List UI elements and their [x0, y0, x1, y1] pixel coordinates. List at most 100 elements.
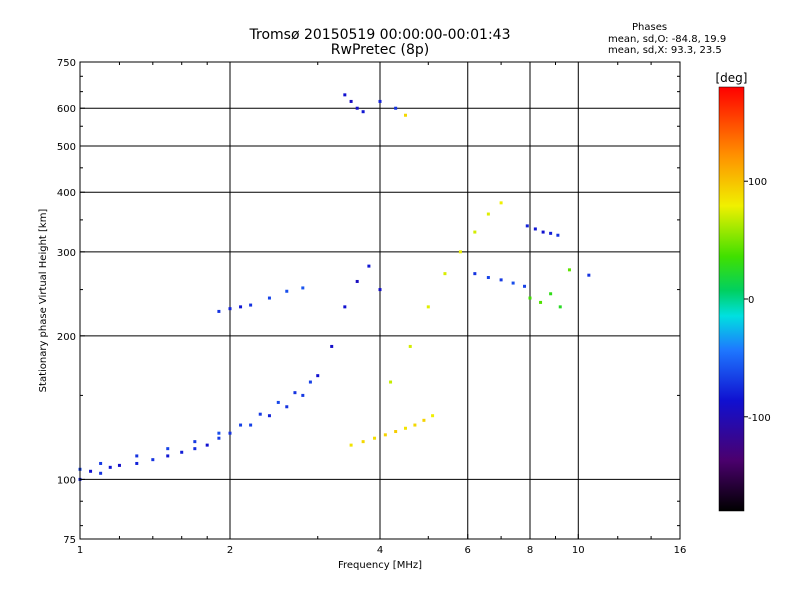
data-point [558, 305, 562, 309]
data-point [378, 288, 382, 292]
data-point [285, 289, 289, 293]
colorbar-tick-label: 0 [748, 295, 754, 306]
data-point [330, 344, 334, 348]
data-point [217, 431, 221, 435]
data-point [135, 461, 139, 465]
data-point [556, 233, 560, 237]
data-point [528, 296, 532, 300]
data-point [523, 284, 527, 288]
data-point [539, 300, 543, 304]
data-point [205, 443, 209, 447]
data-point [301, 393, 305, 397]
data-point [361, 440, 365, 444]
data-point [361, 110, 365, 114]
data-point [99, 471, 103, 475]
y-tick-label: 75 [63, 535, 76, 546]
stats-phase-x: mean, sd,X: 93.3, 23.5 [608, 45, 722, 56]
data-point [249, 303, 253, 307]
data-point [383, 433, 387, 437]
y-tick-label: 500 [57, 142, 76, 153]
x-tick-label: 1 [77, 545, 83, 556]
colorbar-ticks: 100 0 -100 [744, 177, 771, 424]
data-point [239, 305, 243, 309]
data-point [308, 380, 312, 384]
data-point [511, 281, 515, 285]
colorbar-tick-label: 100 [748, 177, 767, 188]
y-tick-label: 300 [57, 248, 76, 259]
y-tick-label: 200 [57, 332, 76, 343]
data-point [394, 106, 398, 110]
data-point [403, 113, 407, 117]
data-point [239, 423, 243, 427]
data-point [541, 230, 545, 234]
grid-lines [80, 62, 680, 539]
data-point [316, 374, 320, 378]
data-point [217, 436, 221, 440]
data-point [533, 227, 537, 231]
axis-ticks: 1 2 4 6 8 10 16 75 100 200 300 400 500 600 750 [57, 58, 686, 556]
data-point [276, 400, 280, 404]
data-point [301, 286, 305, 290]
data-point [349, 443, 353, 447]
x-tick-label: 16 [674, 545, 687, 556]
data-point [549, 292, 553, 296]
x-tick-label: 6 [465, 545, 471, 556]
data-point [343, 305, 347, 309]
chart-subtitle: RwPretec (8p) [330, 42, 430, 58]
data-point [135, 454, 139, 458]
stats-heading: Phases [632, 22, 668, 33]
data-point [293, 391, 297, 395]
data-point [473, 230, 477, 234]
stats-phase-o: mean, sd,O: -84.8, 19.9 [608, 34, 727, 45]
data-point [89, 469, 93, 473]
colorbar-label: [deg] [716, 71, 748, 85]
data-point [99, 461, 103, 465]
y-tick-label: 400 [57, 188, 76, 199]
data-point [587, 273, 591, 277]
data-point [367, 264, 371, 268]
data-point [228, 307, 232, 311]
data-point [193, 440, 197, 444]
data-point [228, 431, 232, 435]
data-point [486, 276, 490, 280]
x-axis-label: Frequency [MHz] [338, 560, 422, 571]
data-point [458, 250, 462, 254]
y-tick-label: 600 [57, 104, 76, 115]
data-point [403, 426, 407, 430]
data-point [166, 447, 170, 451]
data-point [355, 106, 359, 110]
data-point [180, 450, 184, 454]
data-point [267, 414, 271, 418]
data-point [373, 436, 377, 440]
data-points [78, 93, 591, 481]
data-point [267, 296, 271, 300]
y-tick-label: 750 [57, 58, 76, 69]
y-tick-label: 100 [57, 475, 76, 486]
data-point [394, 430, 398, 434]
data-point [166, 454, 170, 458]
data-point [389, 380, 393, 384]
data-point [499, 278, 503, 282]
data-point [431, 414, 435, 418]
x-tick-label: 8 [527, 545, 533, 556]
data-point [473, 272, 477, 276]
data-point [413, 423, 417, 427]
data-point [499, 201, 503, 205]
data-point [443, 272, 447, 276]
data-point [285, 405, 289, 409]
data-point [193, 447, 197, 451]
x-tick-label: 4 [377, 545, 383, 556]
y-axis-label: Stationary phase Virtual Height [km] [38, 209, 49, 393]
data-point [355, 279, 359, 283]
chart-title: Tromsø 20150519 00:00:00-00:01:43 [249, 27, 511, 43]
data-point [549, 231, 553, 235]
data-point [151, 458, 155, 462]
colorbar [718, 86, 745, 512]
data-point [408, 344, 412, 348]
data-point [426, 305, 430, 309]
x-tick-label: 2 [227, 545, 233, 556]
data-point [108, 465, 112, 469]
data-point [343, 93, 347, 97]
data-point [249, 423, 253, 427]
